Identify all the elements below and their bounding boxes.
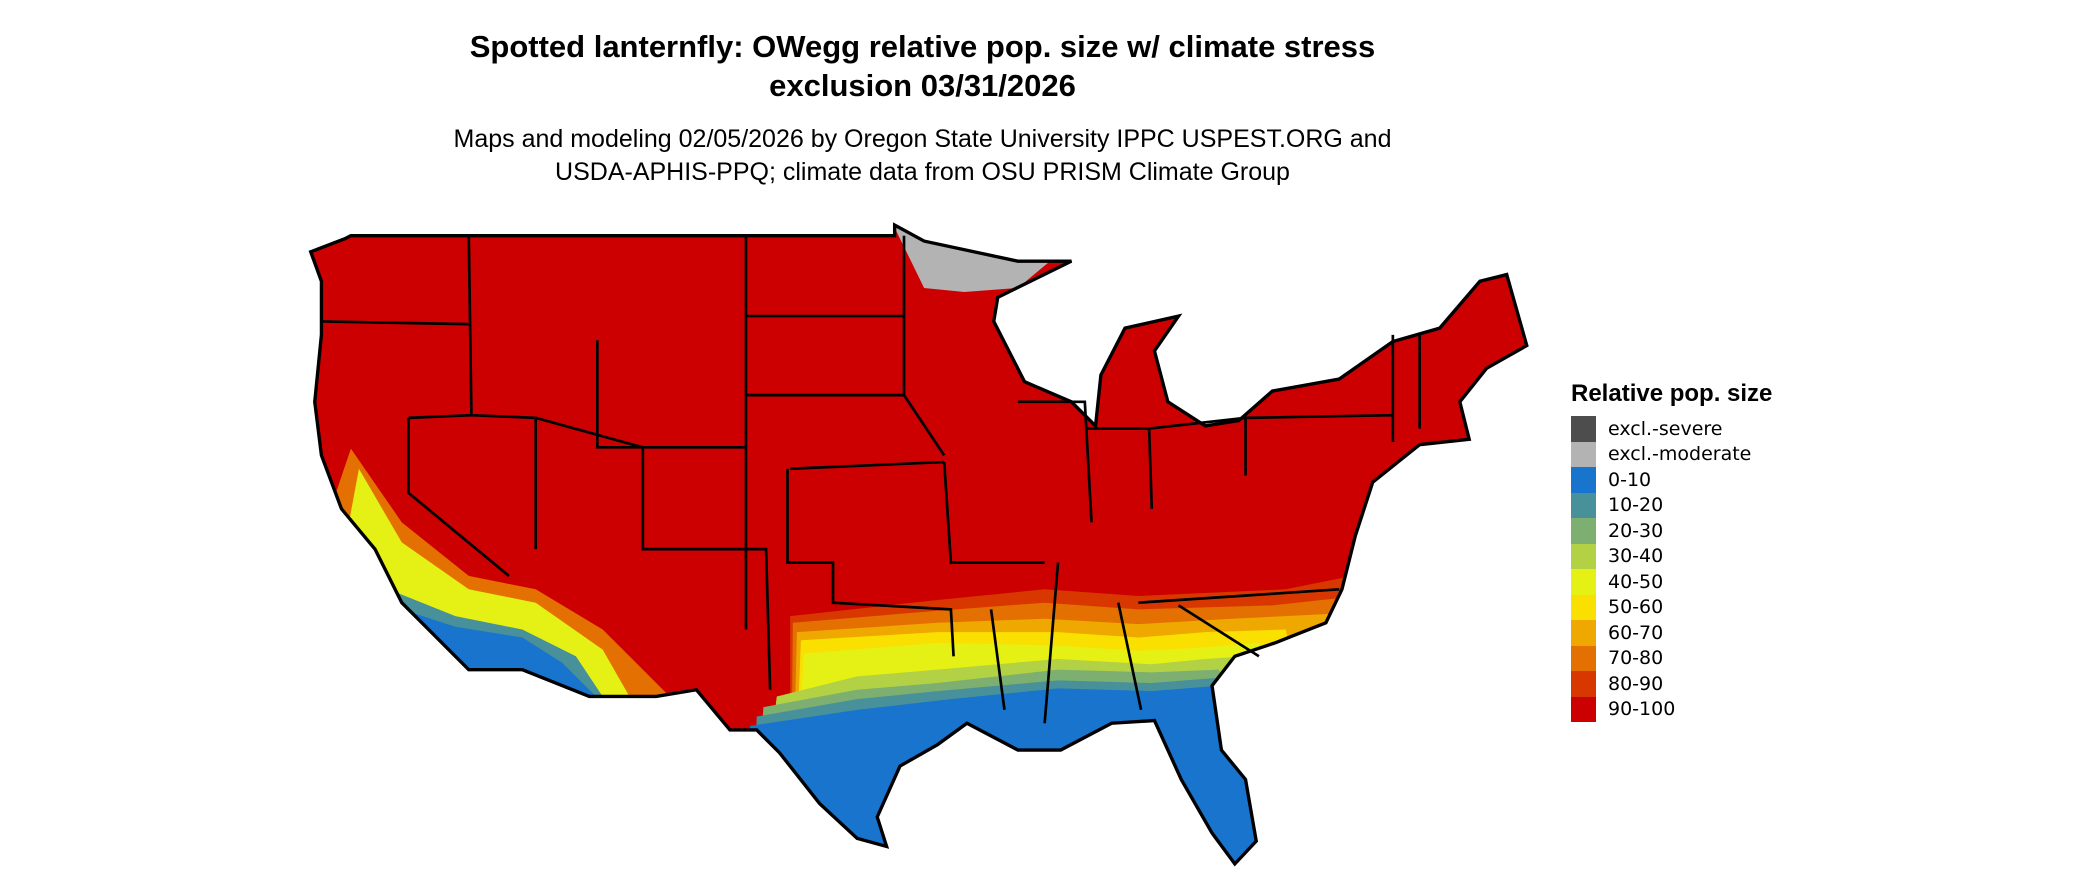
legend-label: 90-100	[1608, 698, 1676, 721]
legend-swatch	[1571, 620, 1596, 646]
legend-label: 60-70	[1608, 621, 1664, 644]
legend-label: excl.-moderate	[1608, 443, 1752, 466]
legend-swatch	[1571, 696, 1596, 722]
legend: Relative pop. size excl.-severe excl.-mod…	[1571, 380, 1772, 722]
map-title-line1: Spotted lanternfly: OWegg relative pop. …	[469, 29, 1376, 64]
legend-swatch	[1571, 671, 1596, 697]
legend-label: 80-90	[1608, 672, 1664, 695]
legend-swatch	[1571, 416, 1596, 442]
map-title-line2: exclusion 03/31/2026	[769, 68, 1076, 103]
legend-item: 70-80	[1571, 645, 1772, 671]
legend-item: 50-60	[1571, 594, 1772, 620]
legend-label: 30-40	[1608, 545, 1664, 568]
legend-label: 20-30	[1608, 519, 1664, 542]
state-borders	[321, 235, 1421, 724]
legend-swatch	[1571, 441, 1596, 467]
legend-label: 0-10	[1608, 468, 1652, 491]
legend-label: 50-60	[1608, 596, 1664, 619]
legend-item: 20-30	[1571, 518, 1772, 544]
legend-title: Relative pop. size	[1571, 380, 1773, 407]
legend-item: 90-100	[1571, 696, 1772, 722]
legend-item: excl.-moderate	[1571, 441, 1772, 467]
legend-swatch	[1571, 569, 1596, 595]
legend-item: 0-10	[1571, 467, 1772, 493]
legend-swatch	[1571, 467, 1596, 493]
legend-swatch	[1571, 543, 1596, 569]
legend-label: 10-20	[1608, 494, 1664, 517]
legend-swatch	[1571, 492, 1596, 518]
legend-label: 70-80	[1608, 647, 1664, 670]
zone-0-10	[743, 685, 1353, 864]
legend-label: excl.-severe	[1608, 417, 1723, 440]
legend-swatch	[1571, 645, 1596, 671]
map-subtitle-line1: Maps and modeling 02/05/2026 by Oregon S…	[453, 125, 1392, 153]
legend-item: 30-40	[1571, 543, 1772, 569]
legend-item: 80-90	[1571, 671, 1772, 697]
legend-label: 40-50	[1608, 570, 1664, 593]
legend-item: 60-70	[1571, 620, 1772, 646]
map-subtitle-line2: USDA-APHIS-PPQ; climate data from OSU PR…	[555, 158, 1290, 186]
legend-item: excl.-severe	[1571, 416, 1772, 442]
legend-swatch	[1571, 518, 1596, 544]
legend-item: 10-20	[1571, 492, 1772, 518]
legend-swatch	[1571, 594, 1596, 620]
legend-item: 40-50	[1571, 569, 1772, 595]
